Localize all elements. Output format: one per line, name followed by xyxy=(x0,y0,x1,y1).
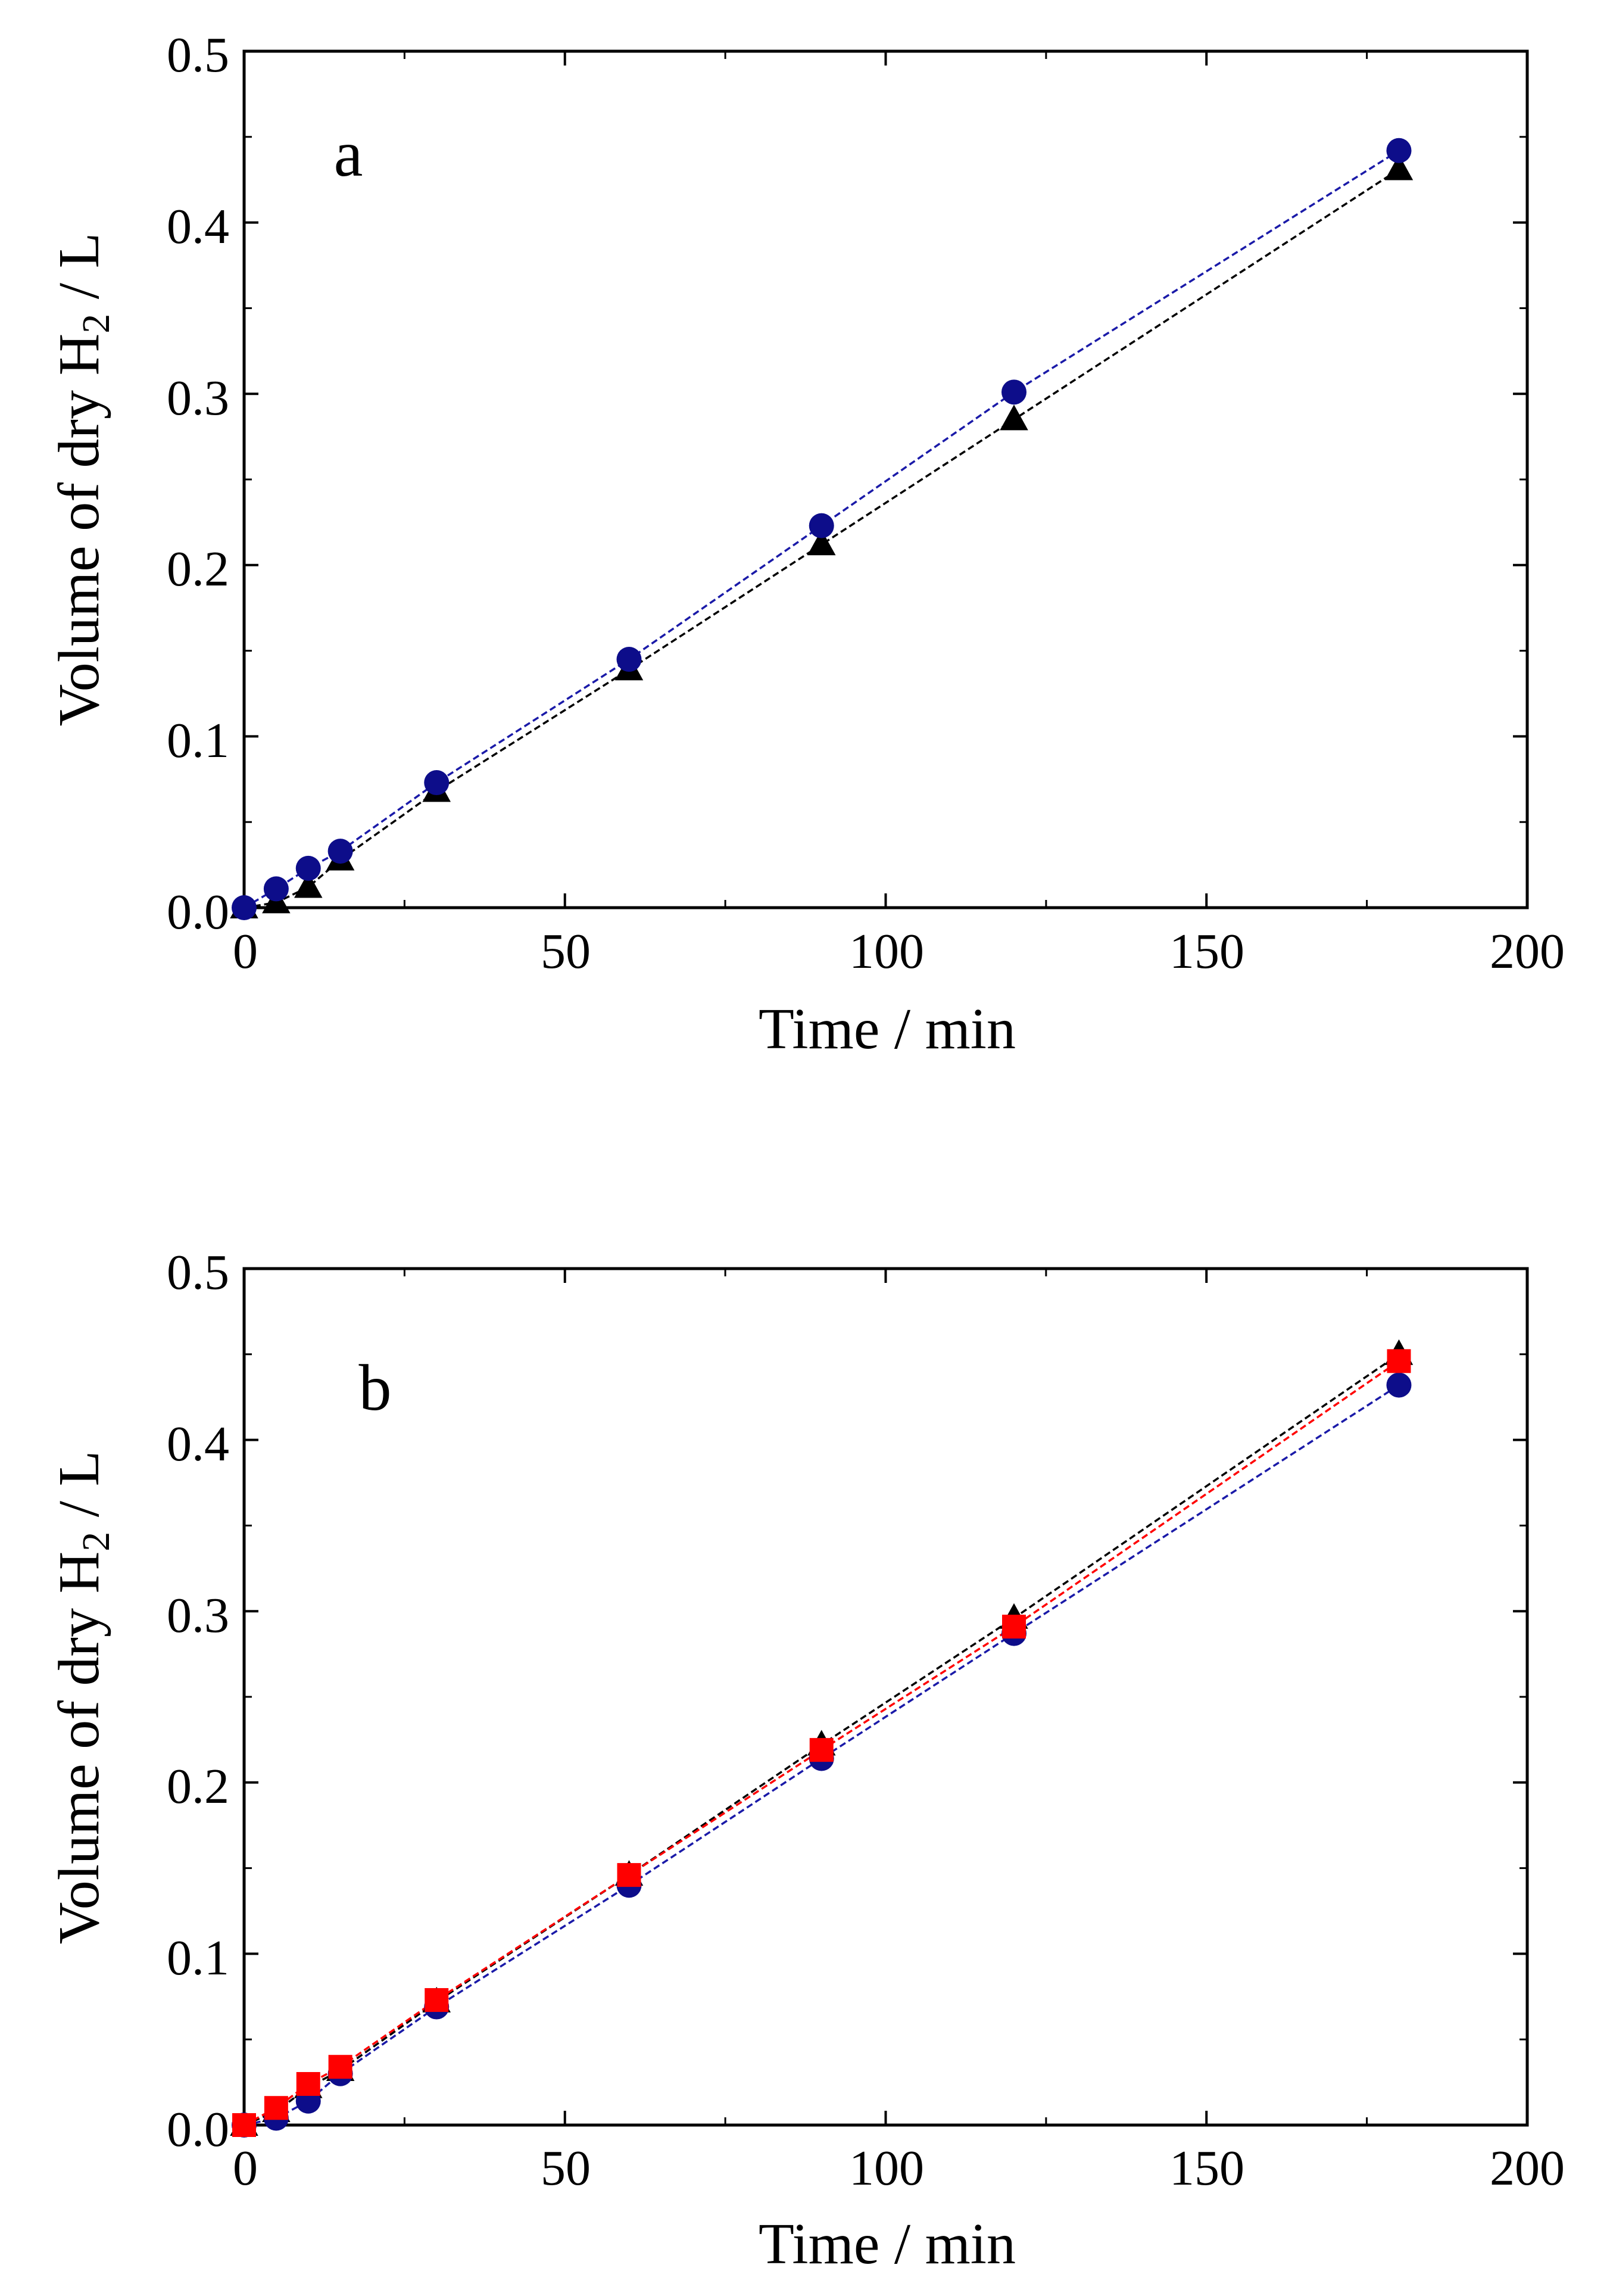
data-point-triangle xyxy=(1384,154,1414,180)
plot-marks xyxy=(230,1339,1414,2138)
x-tick-label: 50 xyxy=(541,2141,591,2196)
data-point-triangle xyxy=(807,529,836,556)
x-tick-label: 150 xyxy=(1169,2141,1244,2196)
data-point-circle xyxy=(327,839,353,864)
y-axis-title: Volume of dry H2 / L xyxy=(47,233,118,727)
data-point-square xyxy=(232,2113,256,2137)
series-line-triangle xyxy=(244,1353,1400,2126)
y-tick-label: 0.4 xyxy=(167,199,229,254)
series-line-square xyxy=(244,1360,1400,2126)
x-tick-label: 50 xyxy=(541,924,591,979)
data-point-square xyxy=(296,2071,320,2096)
data-point-circle xyxy=(1386,138,1412,163)
y-tick-label: 0.3 xyxy=(167,370,229,426)
x-axis-title: Time / min xyxy=(759,2212,1016,2276)
data-point-circle xyxy=(232,895,257,920)
x-tick-label: 100 xyxy=(849,2141,924,2196)
y-tick-label: 0.5 xyxy=(167,1245,229,1300)
data-point-circle xyxy=(424,770,450,796)
x-tick-label: 100 xyxy=(849,924,924,979)
panel-label: b xyxy=(359,1351,392,1424)
y-tick-label: 0.0 xyxy=(167,884,229,940)
data-point-triangle xyxy=(1000,404,1028,431)
panel-label: a xyxy=(334,117,363,190)
data-point-square xyxy=(1002,1615,1026,1639)
y-tick-label: 0.1 xyxy=(167,1930,229,1986)
data-point-square xyxy=(425,1988,449,2012)
data-point-circle xyxy=(616,646,642,672)
data-point-triangle xyxy=(294,872,323,898)
chart-panel-a: 0.0 0.1 0.2 0.3 0.4 0.5 0 50 100 150 200… xyxy=(47,27,1565,1061)
chart-panel-b: 0.0 0.1 0.2 0.3 0.4 0.5 0 50 100 150 200… xyxy=(47,1245,1565,2276)
y-tick-label: 0.3 xyxy=(167,1588,229,1643)
y-tick-label: 0.1 xyxy=(167,713,229,768)
x-tick-label: 0 xyxy=(233,2141,258,2196)
x-axis-title: Time / min xyxy=(759,997,1016,1061)
data-point-square xyxy=(809,1738,834,1762)
x-tick-label: 150 xyxy=(1169,924,1244,979)
data-point-square xyxy=(1387,1349,1411,1373)
axis-ticks xyxy=(243,50,1528,909)
data-point-circle xyxy=(1001,379,1026,405)
y-tick-label: 0.4 xyxy=(167,1416,229,1472)
x-tick-label: 200 xyxy=(1490,2141,1565,2196)
data-point-circle xyxy=(1386,1372,1412,1398)
y-tick-label: 0.2 xyxy=(167,541,229,597)
y-tick-label: 0.2 xyxy=(167,1759,229,1814)
data-point-circle xyxy=(809,513,834,538)
data-point-square xyxy=(264,2096,288,2120)
y-tick-label: 0.5 xyxy=(167,27,229,83)
x-tick-label: 200 xyxy=(1490,924,1565,979)
data-point-square xyxy=(617,1863,641,1887)
data-point-circle xyxy=(263,876,289,902)
x-tick-label: 0 xyxy=(233,924,258,979)
y-tick-label: 0.0 xyxy=(167,2102,229,2157)
data-point-circle xyxy=(295,855,321,881)
data-point-square xyxy=(328,2055,352,2079)
plot-marks xyxy=(230,138,1414,920)
y-axis-title: Volume of dry H2 / L xyxy=(47,1451,118,1945)
